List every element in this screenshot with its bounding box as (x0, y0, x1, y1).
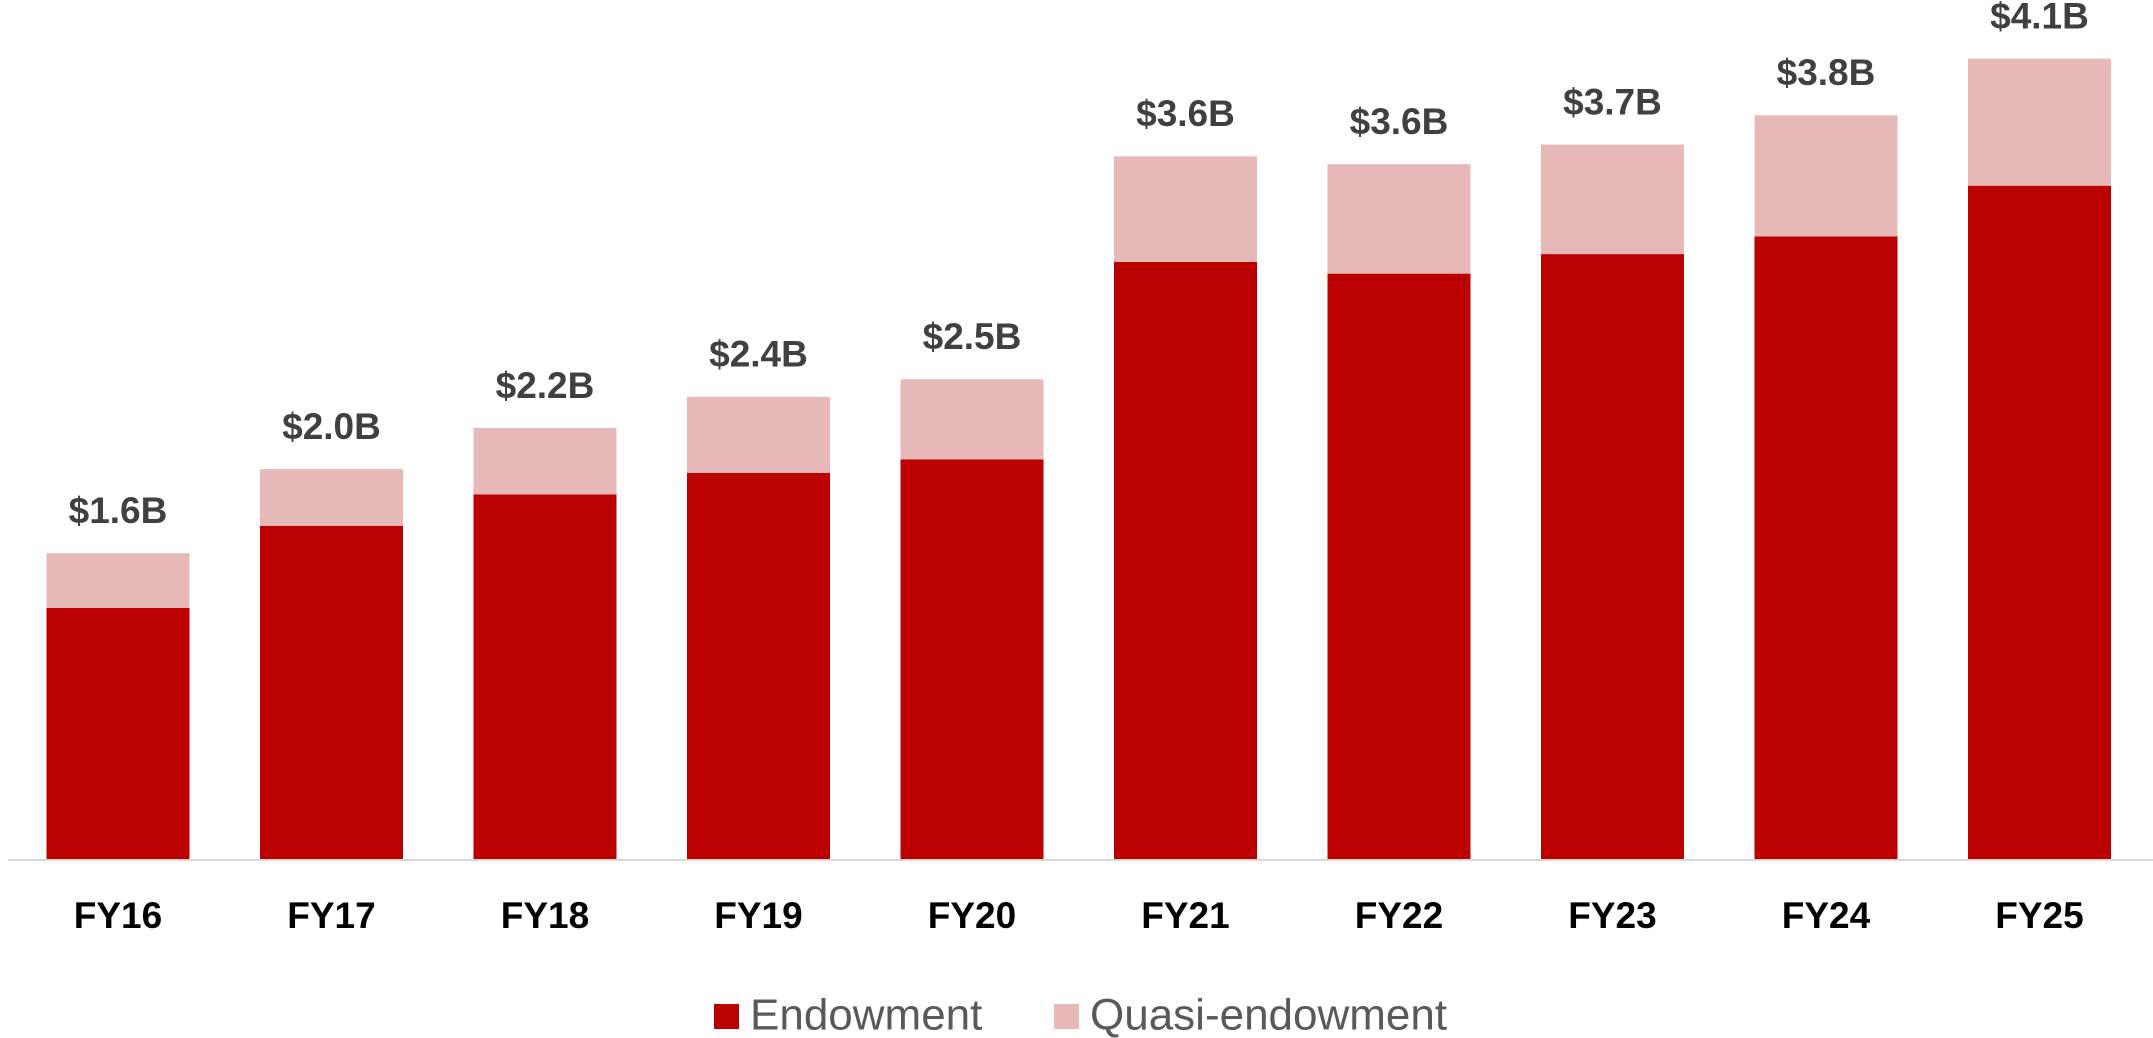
x-tick-label: FY20 (928, 895, 1016, 936)
total-label: $1.6B (69, 490, 168, 531)
x-tick-label: FY23 (1568, 895, 1656, 936)
bar-segment (1968, 58, 2111, 186)
total-label: $4.1B (1990, 0, 2089, 36)
x-tick-label: FY16 (74, 895, 162, 936)
bar-segment (1541, 144, 1684, 255)
legend-label: Quasi-endowment (1090, 991, 1447, 1038)
total-label: $3.8B (1777, 52, 1876, 93)
x-tick-label: FY18 (501, 895, 589, 936)
bar-segment (1327, 273, 1471, 860)
total-label: $2.0B (282, 406, 381, 447)
bar-segment (473, 428, 617, 495)
x-tick-label: FY19 (714, 895, 802, 936)
total-label: $3.7B (1563, 81, 1662, 122)
bar-segment (687, 473, 830, 860)
legend-swatch (714, 1004, 739, 1029)
total-label: $3.6B (1350, 101, 1449, 142)
bar-segment (1541, 254, 1684, 860)
total-label: $3.6B (1136, 93, 1235, 134)
bar-segment (46, 607, 190, 860)
bar-segment (473, 494, 617, 860)
bar-segment (260, 469, 403, 526)
legend-swatch (1054, 1004, 1079, 1029)
legend-label: Endowment (750, 991, 982, 1038)
bar-segment (1327, 164, 1471, 274)
total-label: $2.2B (496, 365, 595, 406)
bar-segment (1114, 261, 1257, 861)
bar-segment (260, 525, 403, 860)
bar-segment (1968, 185, 2111, 860)
x-tick-label: FY21 (1141, 895, 1229, 936)
bar-segment (900, 459, 1044, 860)
x-tick-label: FY25 (1995, 895, 2083, 936)
bar-segment (1754, 115, 1898, 237)
bar-segment (900, 379, 1044, 460)
bar-segment (687, 396, 830, 473)
bar-segment (1754, 236, 1898, 860)
bar-segment (1114, 156, 1257, 262)
bar-segment (46, 553, 190, 608)
x-tick-label: FY17 (287, 895, 375, 936)
x-tick-label: FY24 (1782, 895, 1871, 936)
total-label: $2.5B (923, 316, 1022, 357)
total-label: $2.4B (709, 334, 808, 375)
x-tick-label: FY22 (1355, 895, 1443, 936)
